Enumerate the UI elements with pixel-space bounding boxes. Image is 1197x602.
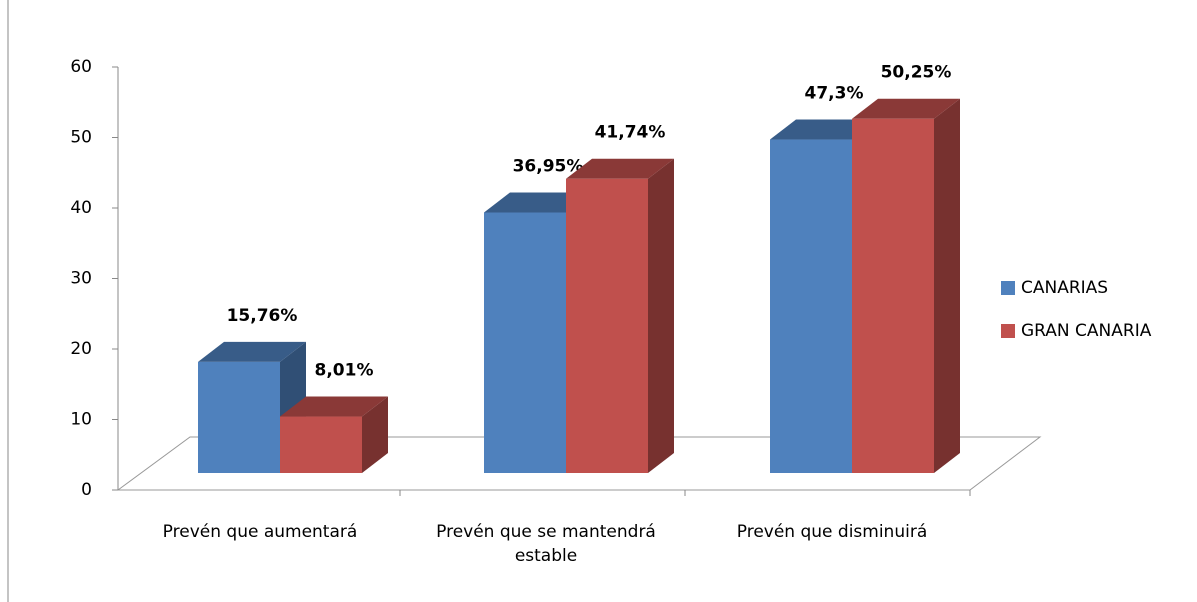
value-label: 50,25% [881, 63, 952, 83]
y-tick-label: 50 [70, 128, 92, 148]
floor [117, 436, 1042, 491]
bar-top [484, 192, 592, 213]
bar-side [648, 158, 674, 473]
y-tick-label: 0 [81, 480, 92, 500]
x-tick-label: Prevén que disminuirá [736, 522, 928, 542]
bar [484, 212, 566, 473]
legend-swatch [1001, 281, 1015, 295]
value-label: 47,3% [805, 84, 864, 104]
value-label: 15,76% [227, 306, 298, 326]
bar [198, 361, 280, 473]
bar-top [770, 119, 878, 140]
bar-top [566, 158, 674, 179]
y-tick-label: 30 [70, 269, 92, 289]
bar-side [934, 98, 960, 474]
legend-label: CANARIAS [1021, 278, 1108, 298]
y-tick-label: 10 [70, 410, 92, 430]
bar [770, 139, 852, 473]
y-tick-label: 20 [70, 339, 92, 359]
value-label: 8,01% [315, 361, 374, 381]
bar-side [362, 396, 388, 473]
legend-label: GRAN CANARIA [1021, 321, 1152, 341]
bar-top [852, 98, 960, 119]
legend-swatch [1001, 324, 1015, 338]
bar [852, 118, 934, 474]
value-label: 36,95% [513, 157, 584, 177]
bar [566, 178, 648, 473]
bar-top [280, 396, 388, 417]
y-tick-label: 60 [70, 57, 92, 77]
y-tick-label: 40 [70, 198, 92, 218]
bar-top [198, 341, 306, 362]
x-tick-label: Prevén que se mantendrá estable [436, 522, 656, 566]
bar [280, 416, 362, 473]
value-label: 41,74% [595, 123, 666, 143]
x-tick-label: Prevén que aumentará [162, 522, 358, 542]
